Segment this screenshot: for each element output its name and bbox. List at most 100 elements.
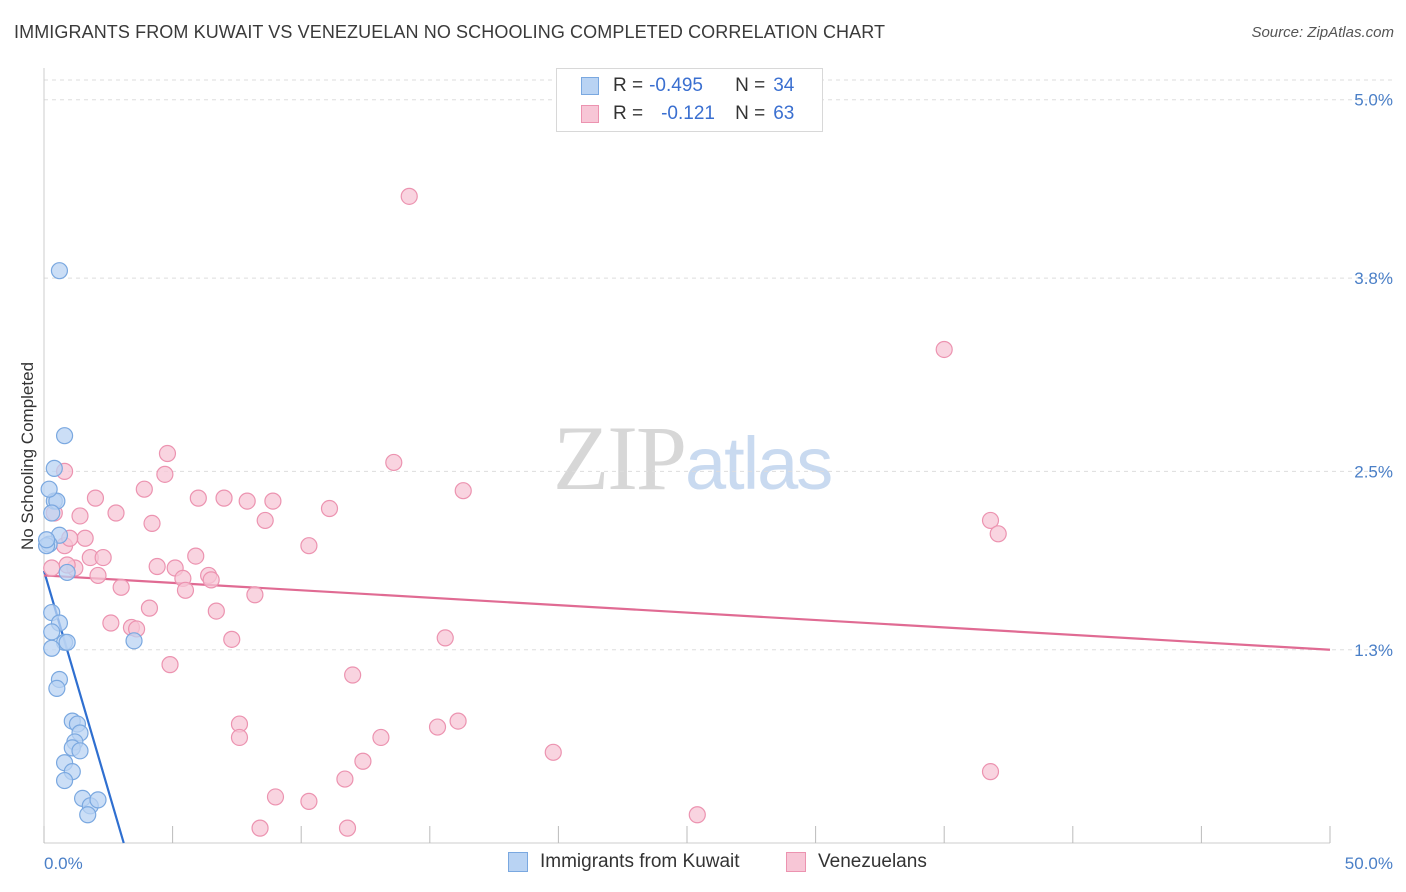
watermark: ZIPatlas bbox=[553, 405, 833, 511]
venezuelan-point bbox=[238, 492, 256, 510]
venezuelan-point bbox=[320, 499, 339, 518]
y-tick-label: 5.0% bbox=[1354, 91, 1393, 110]
legend-r-value: -0.495 bbox=[649, 75, 703, 96]
venezuelan-point bbox=[344, 666, 362, 684]
data-points bbox=[37, 187, 1007, 837]
kuwait-point bbox=[89, 791, 107, 809]
kuwait-point bbox=[55, 771, 74, 790]
venezuelan-point bbox=[544, 743, 562, 761]
legend-r-value: -0.121 bbox=[661, 103, 715, 124]
watermark-zip: ZIP bbox=[553, 407, 687, 509]
series-label-venezuelans: Venezuelans bbox=[818, 851, 927, 872]
venezuelan-point bbox=[230, 728, 249, 747]
venezuelan-point bbox=[338, 819, 357, 837]
venezuelan-point bbox=[89, 566, 107, 585]
kuwait-point bbox=[43, 623, 61, 641]
kuwait-point bbox=[55, 427, 74, 445]
series-swatch-blue bbox=[508, 852, 528, 872]
venezuelan-point bbox=[354, 752, 372, 770]
venezuelan-point bbox=[300, 537, 318, 555]
y-tick-label: 3.8% bbox=[1354, 269, 1393, 288]
trend-lines bbox=[42, 570, 1331, 844]
venezuelan-point bbox=[300, 792, 318, 810]
legend-r-label: R = bbox=[613, 75, 644, 96]
kuwait-point bbox=[48, 679, 66, 698]
legend-row-kuwait: R = -0.495 N = 34 bbox=[581, 73, 794, 99]
venezuelan-point bbox=[246, 586, 264, 604]
venezuelan-point bbox=[161, 656, 179, 674]
legend-row-venezuelans: R = -0.121 N = 63 bbox=[581, 101, 794, 127]
venezuelan-point bbox=[251, 819, 269, 837]
source-label: Source: ZipAtlas.com bbox=[1251, 24, 1394, 41]
venezuelan-point bbox=[385, 453, 403, 472]
venezuelan-point bbox=[135, 480, 153, 498]
grid-lines bbox=[44, 79, 1392, 651]
venezuelan-point bbox=[981, 763, 1000, 781]
legend-r-label: R = bbox=[613, 103, 644, 124]
venezuelan-point bbox=[94, 548, 112, 567]
venezuelan-point bbox=[215, 489, 233, 507]
kuwait-point bbox=[79, 806, 97, 824]
kuwait-point bbox=[50, 262, 69, 280]
watermark-atlas: atlas bbox=[685, 422, 833, 505]
venezuelan-point bbox=[207, 602, 225, 620]
series-legend: Immigrants from Kuwait Venezuelans bbox=[0, 851, 1406, 877]
venezuelan-point bbox=[112, 578, 130, 596]
kuwait-point bbox=[125, 632, 143, 650]
legend-n-label: N = bbox=[735, 75, 766, 96]
venezuelan-point bbox=[158, 444, 177, 463]
venezuelan-point bbox=[76, 529, 94, 547]
venezuelan-point bbox=[140, 599, 159, 617]
venezuelan-point bbox=[176, 581, 195, 599]
kuwait-point bbox=[37, 531, 56, 549]
series-label-kuwait: Immigrants from Kuwait bbox=[540, 851, 740, 872]
venezuelan-point bbox=[436, 629, 454, 647]
stats-legend: R = -0.495 N = 34 R = -0.121 N = 63 bbox=[556, 68, 823, 132]
venezuelan-point bbox=[189, 489, 207, 507]
kuwait-point bbox=[58, 563, 76, 582]
kuwait-point bbox=[43, 504, 61, 522]
venezuelan-point bbox=[156, 465, 174, 483]
venezuelan-point bbox=[202, 571, 220, 589]
legend-swatch-pink bbox=[581, 105, 599, 123]
venezuelan-point bbox=[935, 340, 953, 359]
venezuelan-point bbox=[336, 770, 354, 788]
venezuelan-point bbox=[256, 511, 274, 530]
series-legend-kuwait[interactable]: Immigrants from Kuwait bbox=[508, 851, 740, 873]
venezuelan-point bbox=[71, 507, 89, 525]
venezuelan-point bbox=[107, 504, 125, 522]
kuwait-point bbox=[43, 639, 61, 657]
venezuelan-point bbox=[143, 514, 161, 532]
venezuelan-point bbox=[372, 728, 390, 747]
venezuelan-point bbox=[43, 559, 61, 577]
x-tick-label: 50.0% bbox=[1345, 854, 1393, 873]
series-legend-venezuelans[interactable]: Venezuelans bbox=[786, 851, 927, 873]
venezuelan-point bbox=[148, 557, 166, 576]
venezuelan-point bbox=[223, 630, 241, 648]
venezuelan-point bbox=[266, 788, 285, 806]
venezuelan-point bbox=[400, 187, 418, 205]
axes bbox=[43, 68, 1331, 844]
tick-labels: 1.3% 2.5% 3.8% 5.0% 0.0% 50.0% bbox=[44, 91, 1393, 873]
y-tick-label: 2.5% bbox=[1354, 462, 1393, 481]
venezuelan-point bbox=[86, 489, 105, 507]
kuwait-point bbox=[71, 742, 89, 760]
venezuelan-point bbox=[989, 525, 1007, 543]
venezuelan-point bbox=[981, 511, 1000, 530]
chart-title: IMMIGRANTS FROM KUWAIT VS VENEZUELAN NO … bbox=[14, 22, 886, 42]
venezuelan-point bbox=[688, 806, 706, 824]
series-swatch-pink bbox=[786, 852, 806, 872]
venezuelan-point bbox=[187, 547, 205, 565]
legend-swatch-blue bbox=[581, 77, 599, 95]
venezuelan-point bbox=[102, 614, 120, 632]
legend-n-label: N = bbox=[735, 103, 766, 124]
x-tick-label: 0.0% bbox=[44, 854, 83, 873]
kuwait-point bbox=[40, 480, 58, 498]
venezuelan-point bbox=[428, 718, 447, 736]
y-tick-label: 1.3% bbox=[1354, 641, 1393, 660]
kuwait-point bbox=[45, 459, 63, 477]
venezuelan-point bbox=[454, 482, 472, 500]
venezuelan-point bbox=[264, 492, 282, 510]
legend-n-value: 63 bbox=[773, 103, 795, 124]
